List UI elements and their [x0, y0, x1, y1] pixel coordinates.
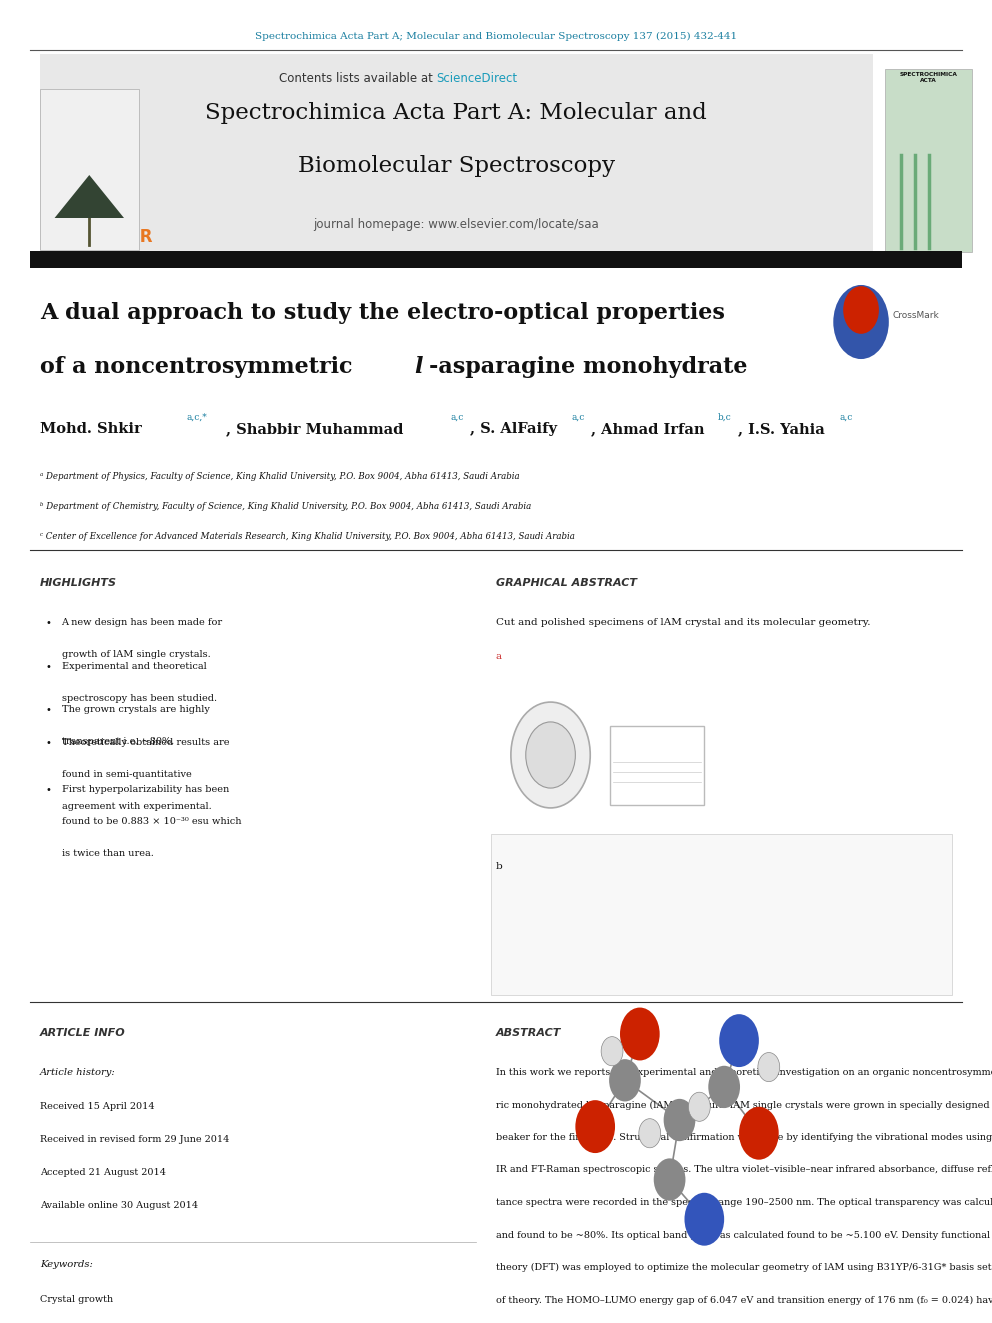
Circle shape	[708, 1066, 740, 1109]
Text: •: •	[46, 738, 52, 747]
Circle shape	[601, 1037, 623, 1066]
Text: ABSTRACT: ABSTRACT	[496, 1028, 561, 1039]
Text: b: b	[496, 863, 503, 871]
Text: beaker for the first time. Structural confirmation was done by identifying the v: beaker for the first time. Structural co…	[496, 1132, 992, 1142]
Text: A dual approach to study the electro-optical properties: A dual approach to study the electro-opt…	[40, 302, 724, 324]
Text: Keywords:: Keywords:	[40, 1259, 92, 1269]
FancyBboxPatch shape	[40, 89, 139, 250]
Text: Cut and polished specimens of lAM crystal and its molecular geometry.: Cut and polished specimens of lAM crysta…	[496, 618, 871, 627]
Text: HIGHLIGHTS: HIGHLIGHTS	[40, 578, 117, 587]
Text: journal homepage: www.elsevier.com/locate/saa: journal homepage: www.elsevier.com/locat…	[313, 218, 599, 232]
Circle shape	[758, 1053, 780, 1082]
Text: , Shabbir Muhammad: , Shabbir Muhammad	[226, 422, 404, 437]
Text: spectroscopy has been studied.: spectroscopy has been studied.	[62, 693, 216, 703]
Text: tance spectra were recorded in the spectral range 190–2500 nm. The optical trans: tance spectra were recorded in the spect…	[496, 1199, 992, 1207]
Text: , Ahmad Irfan: , Ahmad Irfan	[591, 422, 704, 437]
Text: Contents lists available at: Contents lists available at	[279, 71, 436, 85]
Text: of theory. The HOMO–LUMO energy gap of 6.047 eV and transition energy of 176 nm : of theory. The HOMO–LUMO energy gap of 6…	[496, 1295, 992, 1304]
Text: Mohd. Shkir: Mohd. Shkir	[40, 422, 142, 437]
Text: Spectrochimica Acta Part A; Molecular and Biomolecular Spectroscopy 137 (2015) 4: Spectrochimica Acta Part A; Molecular an…	[255, 32, 737, 41]
Text: , I.S. Yahia: , I.S. Yahia	[738, 422, 824, 437]
Text: ric monohydrated l-asparagine (lAM) molecule. lAM single crystals were grown in : ric monohydrated l-asparagine (lAM) mole…	[496, 1101, 990, 1110]
Circle shape	[843, 286, 879, 333]
FancyBboxPatch shape	[885, 69, 972, 251]
Circle shape	[620, 1008, 660, 1061]
Circle shape	[664, 1099, 695, 1142]
Circle shape	[639, 1119, 661, 1148]
Text: transparent i.e. ~80%.: transparent i.e. ~80%.	[62, 737, 174, 746]
Text: agreement with experimental.: agreement with experimental.	[62, 802, 211, 811]
Text: Biomolecular Spectroscopy: Biomolecular Spectroscopy	[298, 155, 615, 177]
Text: of a noncentrosymmetric: of a noncentrosymmetric	[40, 356, 360, 378]
Text: ELSEVIER: ELSEVIER	[64, 228, 153, 246]
FancyBboxPatch shape	[40, 54, 873, 255]
Text: Article history:: Article history:	[40, 1068, 115, 1077]
Text: Crystal growth: Crystal growth	[40, 1295, 113, 1304]
Text: •: •	[46, 705, 52, 714]
Polygon shape	[55, 175, 124, 218]
Text: ScienceDirect: ScienceDirect	[436, 71, 518, 85]
Circle shape	[739, 1107, 779, 1160]
Text: •: •	[46, 618, 52, 628]
Bar	[30, 251, 962, 269]
Circle shape	[609, 1060, 641, 1102]
Text: First hyperpolarizability has been: First hyperpolarizability has been	[62, 785, 229, 794]
Text: a: a	[496, 652, 502, 662]
Text: a,c: a,c	[571, 413, 584, 422]
Text: ARTICLE INFO: ARTICLE INFO	[40, 1028, 125, 1039]
Text: •: •	[46, 785, 52, 795]
Text: found to be 0.883 × 10⁻³⁰ esu which: found to be 0.883 × 10⁻³⁰ esu which	[62, 816, 241, 826]
Text: Theoretically obtained results are: Theoretically obtained results are	[62, 738, 229, 747]
Text: a,c: a,c	[839, 413, 852, 422]
Text: Experimental and theoretical: Experimental and theoretical	[62, 662, 206, 671]
Circle shape	[833, 284, 889, 359]
Text: In this work we reports the experimental and theoretical investigation on an org: In this work we reports the experimental…	[496, 1068, 992, 1077]
Text: b,c: b,c	[718, 413, 732, 422]
Text: Spectrochimica Acta Part A: Molecular and: Spectrochimica Acta Part A: Molecular an…	[205, 102, 707, 124]
Circle shape	[526, 722, 575, 789]
Text: The grown crystals are highly: The grown crystals are highly	[62, 705, 209, 714]
Circle shape	[654, 1159, 685, 1201]
Circle shape	[575, 1101, 615, 1154]
Text: Available online 30 August 2014: Available online 30 August 2014	[40, 1201, 197, 1211]
Text: ᵇ Department of Chemistry, Faculty of Science, King Khalid University, P.O. Box : ᵇ Department of Chemistry, Faculty of Sc…	[40, 501, 531, 511]
Text: IR and FT-Raman spectroscopic studies. The ultra violet–visible–near infrared ab: IR and FT-Raman spectroscopic studies. T…	[496, 1166, 992, 1175]
Text: Received 15 April 2014: Received 15 April 2014	[40, 1102, 155, 1111]
Text: found in semi-quantitative: found in semi-quantitative	[62, 770, 191, 779]
Text: theory (DFT) was employed to optimize the molecular geometry of lAM using B31YP/: theory (DFT) was employed to optimize th…	[496, 1263, 992, 1273]
Circle shape	[511, 703, 590, 808]
Text: -asparagine monohydrate: -asparagine monohydrate	[429, 356, 747, 378]
Text: SPECTROCHIMICA
ACTA: SPECTROCHIMICA ACTA	[900, 71, 957, 83]
Circle shape	[684, 1193, 724, 1246]
Text: , S. AlFaify: , S. AlFaify	[470, 422, 558, 437]
Circle shape	[719, 1015, 759, 1068]
Text: a,c,*: a,c,*	[186, 413, 207, 422]
Bar	[610, 725, 704, 804]
Text: A new design has been made for: A new design has been made for	[62, 618, 222, 627]
Text: a,c: a,c	[450, 413, 463, 422]
Text: ᵃ Department of Physics, Faculty of Science, King Khalid University, P.O. Box 90: ᵃ Department of Physics, Faculty of Scie…	[40, 472, 519, 482]
Text: Received in revised form 29 June 2014: Received in revised form 29 June 2014	[40, 1135, 229, 1144]
Circle shape	[688, 1093, 710, 1122]
Text: Accepted 21 August 2014: Accepted 21 August 2014	[40, 1168, 166, 1177]
Text: GRAPHICAL ABSTRACT: GRAPHICAL ABSTRACT	[496, 578, 637, 587]
Text: and found to be ~80%. Its optical band gap was calculated found to be ~5.100 eV.: and found to be ~80%. Its optical band g…	[496, 1230, 990, 1240]
FancyBboxPatch shape	[491, 833, 952, 995]
Text: is twice than urea.: is twice than urea.	[62, 848, 154, 857]
Text: growth of lAM single crystals.: growth of lAM single crystals.	[62, 650, 210, 659]
Text: CrossMark: CrossMark	[893, 311, 939, 320]
Text: •: •	[46, 662, 52, 672]
Text: l: l	[415, 356, 424, 378]
Text: ᶜ Center of Excellence for Advanced Materials Research, King Khalid University, : ᶜ Center of Excellence for Advanced Mate…	[40, 532, 574, 541]
